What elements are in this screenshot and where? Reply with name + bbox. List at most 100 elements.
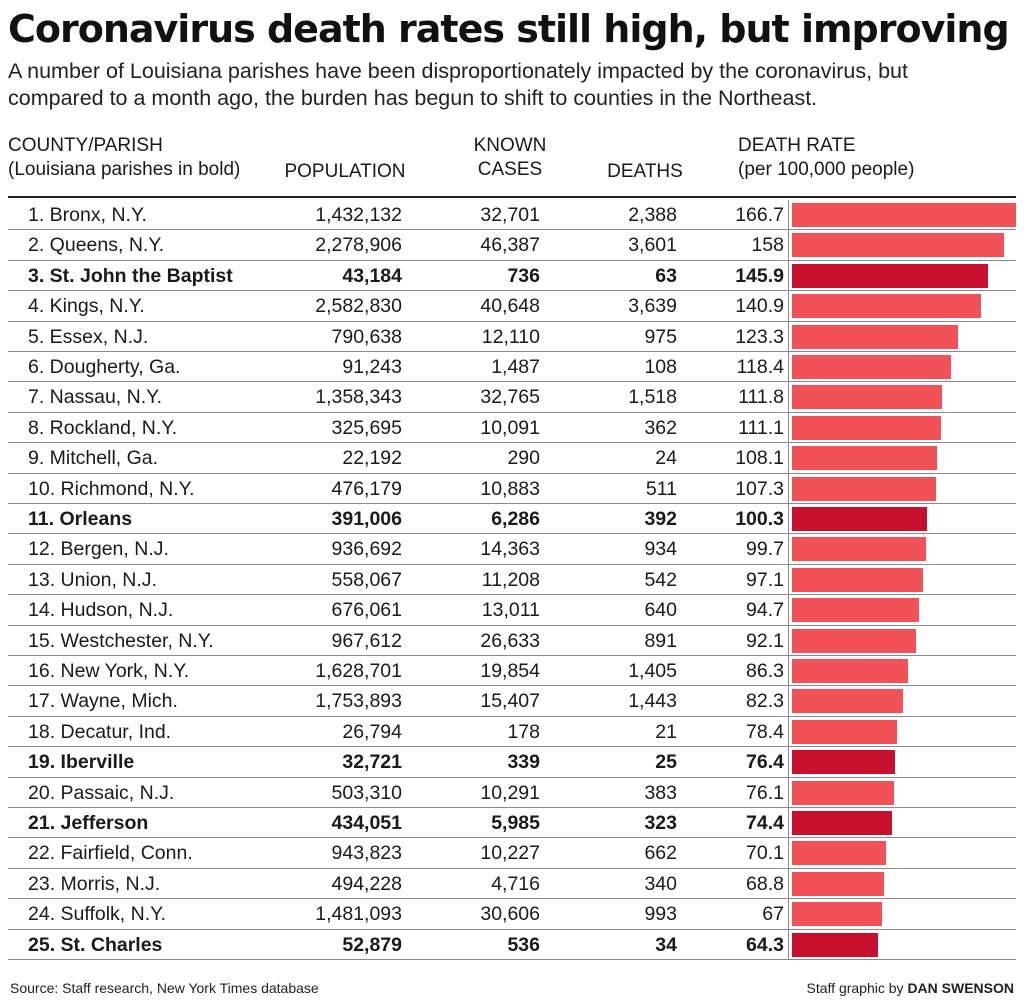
row-divider	[8, 654, 1016, 656]
cases-header-line1: KNOWN	[473, 135, 547, 156]
column-divider	[788, 808, 789, 839]
population-value: 43,184	[342, 264, 402, 287]
death-rate-bar-louisiana	[792, 507, 927, 531]
cases-value: 290	[507, 447, 540, 470]
death-rate-label: 67	[762, 903, 784, 926]
deaths-value: 392	[644, 508, 677, 530]
row-divider	[8, 867, 1016, 869]
row-divider	[8, 898, 1016, 900]
population-value: 1,753,893	[315, 690, 402, 713]
cases-value: 178	[507, 720, 540, 743]
population-value: 52,879	[342, 933, 402, 956]
column-divider	[788, 838, 789, 869]
column-divider	[788, 200, 789, 231]
column-divider	[788, 564, 789, 596]
row-divider	[8, 958, 1016, 960]
row-divider	[8, 533, 1016, 535]
row-divider	[8, 290, 1016, 292]
population-value: 1,628,701	[315, 660, 402, 682]
death-rate-bar	[792, 355, 952, 379]
death-rate-label: 82.3	[746, 690, 784, 713]
population-value: 26,794	[342, 720, 402, 743]
population-value: 1,432,132	[315, 204, 402, 226]
county-name: 20. Passaic, N.J.	[28, 781, 175, 804]
county-name: 3. St. John the Baptist	[28, 264, 233, 287]
death-rate-label: 111.1	[738, 416, 784, 439]
chart-subtitle: A number of Louisiana parishes have been…	[8, 59, 908, 110]
deaths-column-header: DEATHS	[607, 161, 683, 182]
table-row: 2. Queens, N.Y. 2,278,906 46,387 3,601 158	[0, 230, 1024, 261]
county-name: 18. Decatur, Ind.	[28, 720, 172, 743]
county-name: 16. New York, N.Y.	[28, 660, 190, 682]
cases-value: 15,407	[480, 690, 540, 713]
column-divider	[788, 686, 789, 717]
county-name: 5. Essex, N.J.	[28, 325, 149, 348]
county-name: 2. Queens, N.Y.	[28, 234, 165, 257]
population-value: 2,278,906	[315, 234, 402, 257]
death-rate-bar	[792, 659, 908, 683]
column-divider	[788, 899, 789, 930]
column-divider	[788, 504, 789, 535]
county-name: 21. Jefferson	[28, 812, 149, 834]
county-name: 1. Bronx, N.Y.	[28, 204, 147, 226]
death-rate-bar	[792, 385, 943, 410]
county-header-line2: (Louisiana parishes in bold)	[8, 159, 241, 180]
death-rate-label: 111.8	[738, 386, 784, 409]
row-divider	[8, 806, 1016, 808]
county-name: 8. Rockland, N.Y.	[28, 416, 178, 439]
county-name: 4. Kings, N.Y.	[28, 295, 145, 318]
column-divider	[788, 260, 789, 292]
county-name: 17. Wayne, Mich.	[28, 690, 178, 713]
deaths-value: 340	[644, 872, 677, 895]
cases-value: 5,985	[491, 812, 540, 834]
cases-column-header: KNOWN CASES	[455, 134, 565, 182]
county-name: 10. Richmond, N.Y.	[28, 477, 195, 500]
death-rate-label: 107.3	[735, 477, 784, 500]
column-divider	[788, 625, 789, 656]
row-divider	[8, 320, 1016, 322]
row-divider	[8, 776, 1016, 778]
death-rate-label: 158	[751, 234, 784, 257]
source-note: Source: Staff research, New York Times d…	[10, 980, 319, 996]
death-rate-bar	[792, 689, 903, 714]
cases-value: 40,648	[480, 295, 540, 318]
population-value: 1,358,343	[315, 386, 402, 409]
row-divider	[8, 229, 1016, 231]
county-name: 19. Iberville	[28, 751, 135, 774]
death-rate-label: 166.7	[735, 204, 784, 226]
death-rate-bar	[792, 841, 887, 866]
row-divider	[8, 259, 1016, 261]
deaths-value: 34	[655, 933, 677, 956]
death-rate-label: 145.9	[735, 264, 784, 287]
county-name: 22. Fairfield, Conn.	[28, 842, 193, 865]
table-row: 21. Jefferson 434,051 5,985 323 74.4	[0, 808, 1024, 839]
column-divider	[788, 291, 789, 322]
deaths-value: 25	[655, 751, 677, 774]
county-name: 15. Westchester, N.Y.	[28, 629, 214, 652]
table-row: 15. Westchester, N.Y. 967,612 26,633 891 92.…	[0, 625, 1024, 656]
death-rate-bar-louisiana	[792, 932, 879, 957]
death-rate-label: 123.3	[735, 325, 784, 348]
population-value: 494,228	[331, 872, 403, 895]
deaths-value: 323	[644, 812, 677, 834]
death-rate-label: 99.7	[746, 538, 784, 561]
deaths-value: 3,601	[628, 234, 677, 257]
population-value: 967,612	[331, 629, 403, 652]
row-divider	[8, 837, 1016, 839]
county-name: 11. Orleans	[28, 508, 133, 530]
column-divider	[788, 929, 789, 960]
death-rate-bar	[792, 567, 923, 592]
population-value: 391,006	[331, 508, 403, 530]
row-divider	[8, 381, 1016, 383]
rate-header-line1: DEATH RATE	[738, 135, 856, 156]
county-column-header: COUNTY/PARISH (Louisiana parishes in bol…	[8, 134, 240, 182]
table-row: 20. Passaic, N.J. 503,310 10,291 383 76.1	[0, 777, 1024, 808]
row-divider	[8, 442, 1016, 444]
deaths-value: 21	[655, 720, 677, 743]
deaths-value: 934	[644, 538, 677, 561]
cases-value: 10,227	[480, 842, 540, 865]
cases-value: 30,606	[480, 903, 540, 926]
table-row: 19. Iberville 32,721 339 25 76.4	[0, 747, 1024, 778]
table-row: 6. Dougherty, Ga. 91,243 1,487 108 118.4	[0, 352, 1024, 383]
county-name: 9. Mitchell, Ga.	[28, 447, 159, 470]
